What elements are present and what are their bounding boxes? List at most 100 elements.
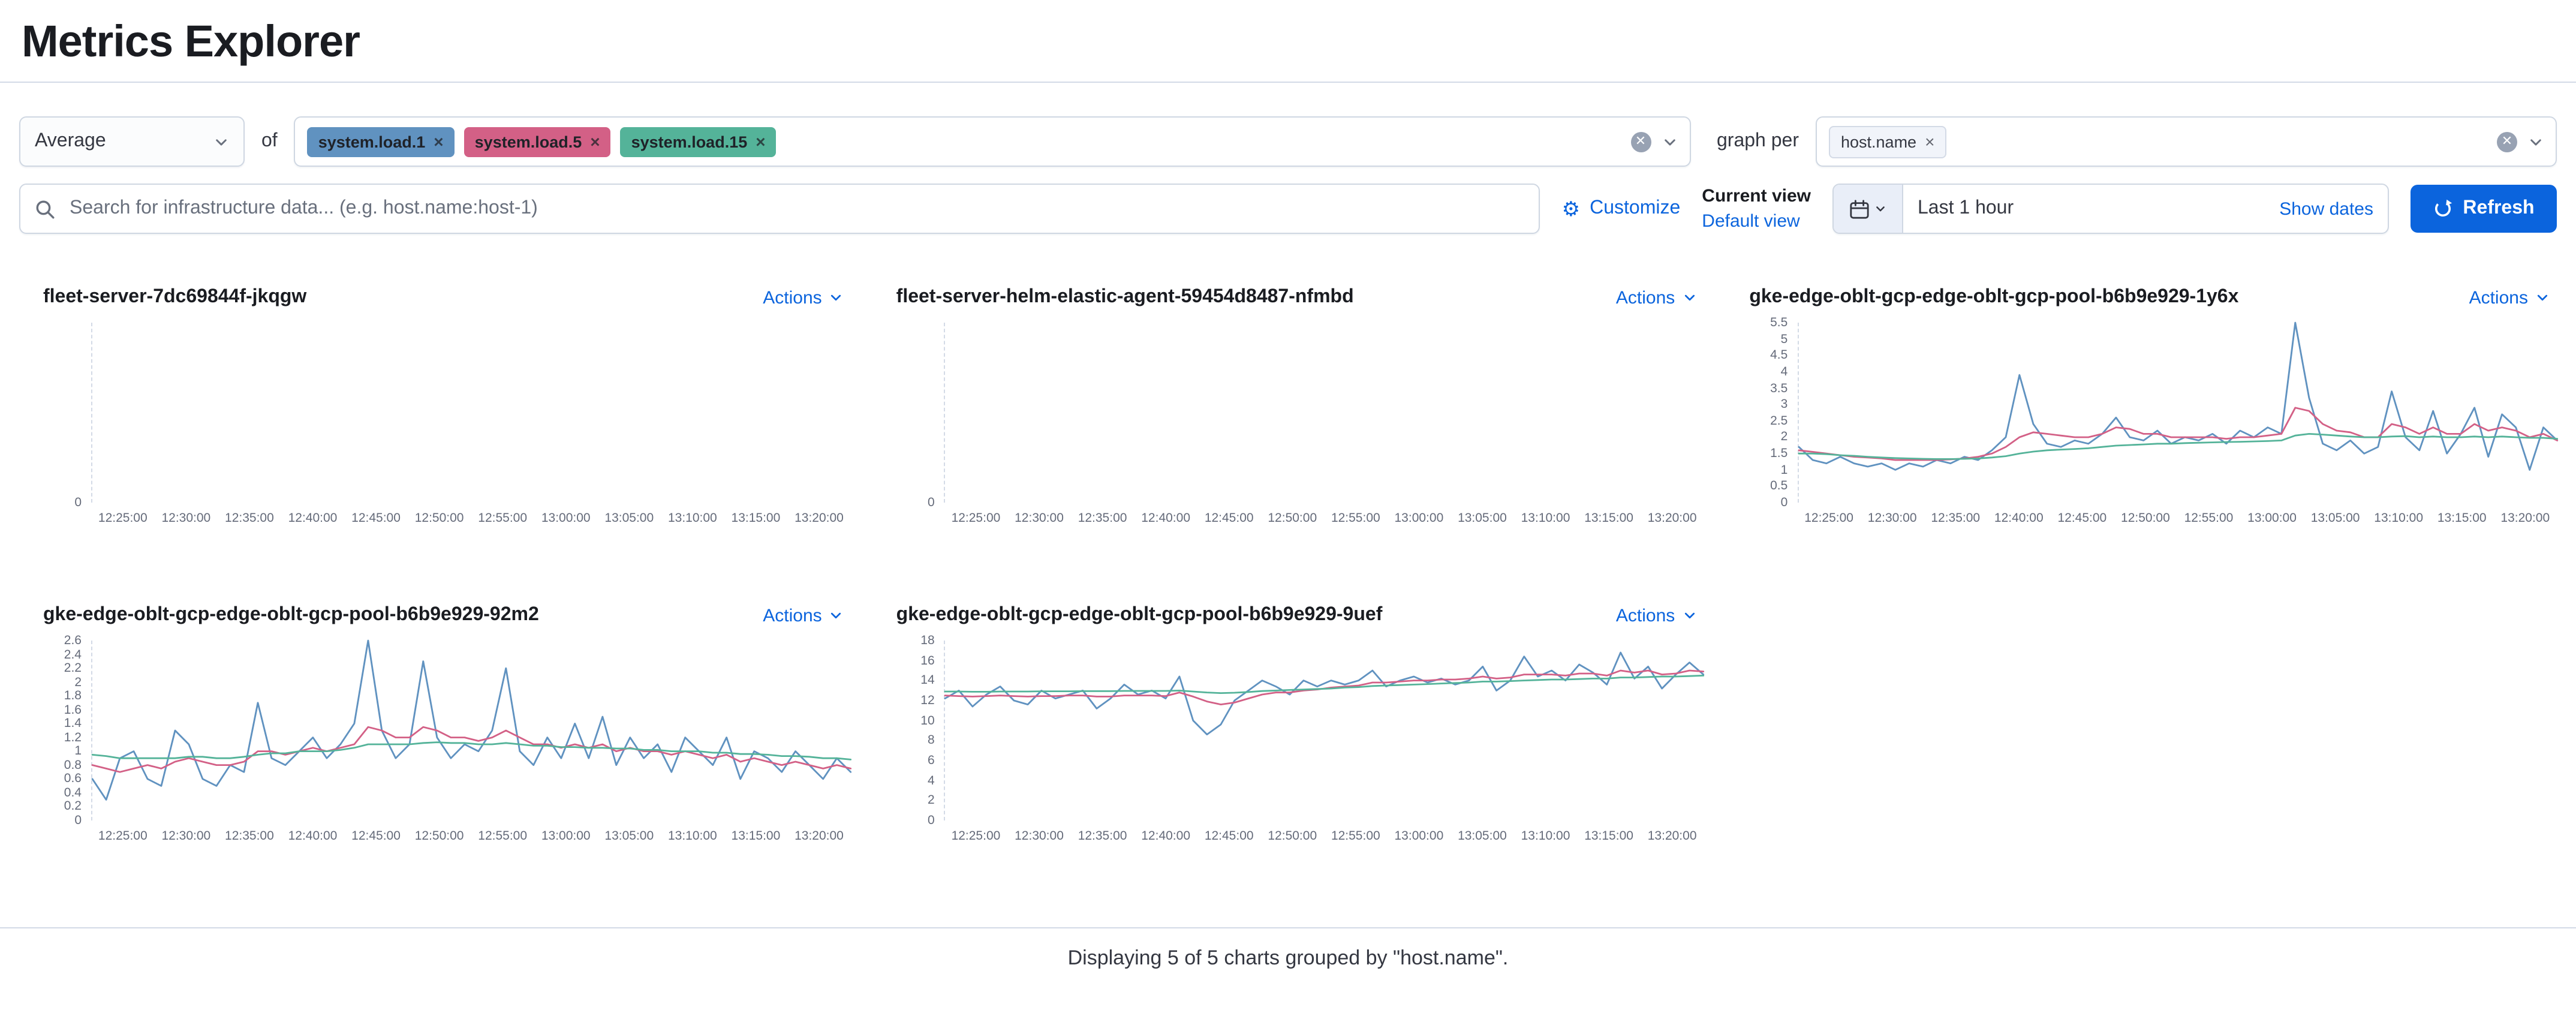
x-tick-label: 12:25:00 — [951, 829, 1001, 843]
date-quick-select-button[interactable] — [1834, 185, 1903, 233]
y-tick-label: 3 — [1780, 397, 1788, 412]
x-tick-label: 13:00:00 — [1394, 829, 1444, 843]
date-picker: Last 1 hour Show dates — [1832, 184, 2389, 234]
metric-pill[interactable]: system.load.15 × — [620, 127, 777, 157]
x-axis-labels: 12:25:00 12:30:00 12:35:00 12:40:00 12:45:00… — [944, 511, 1704, 525]
y-tick-label: 1.5 — [1770, 446, 1788, 461]
gear-icon: ⚙ — [1561, 197, 1581, 220]
remove-pill-icon[interactable]: × — [590, 132, 600, 151]
x-tick-label: 13:10:00 — [1521, 829, 1570, 843]
x-tick-label: 12:35:00 — [1078, 511, 1127, 525]
x-tick-label: 12:35:00 — [225, 511, 274, 525]
remove-pill-icon[interactable]: × — [434, 132, 444, 151]
aggregation-select[interactable]: Average — [19, 116, 245, 167]
chart-actions-label: Actions — [1615, 605, 1675, 626]
chart-body: 0 0.2 0.4 0.6 0.8 1 1.2 1.4 1.6 1.8 2 2.2 2.4 2.6 — [19, 633, 852, 828]
show-dates-link[interactable]: Show dates — [2279, 199, 2373, 219]
x-tick-label: 12:50:00 — [1268, 829, 1317, 843]
chart-plot — [944, 641, 1705, 820]
search-icon — [36, 200, 55, 218]
series-line-system.load.5 — [1797, 407, 2558, 461]
current-view-label: Current view — [1702, 186, 1811, 207]
aggregation-value: Average — [35, 131, 106, 151]
chevron-down-icon[interactable] — [1662, 134, 1677, 149]
x-tick-label: 12:25:00 — [951, 511, 1001, 525]
chevron-down-icon — [1684, 612, 1695, 619]
series-line-system.load.1 — [91, 639, 852, 801]
header-divider — [0, 82, 2576, 83]
customize-label: Customize — [1590, 198, 1681, 218]
chevron-down-icon[interactable] — [2528, 134, 2544, 149]
y-tick-label: 1.2 — [64, 730, 82, 745]
y-tick-label: 8 — [927, 733, 935, 748]
x-tick-label: 12:35:00 — [1078, 829, 1127, 843]
x-tick-label: 13:20:00 — [795, 511, 844, 525]
x-tick-label: 13:05:00 — [604, 829, 654, 843]
remove-pill-icon[interactable]: × — [1925, 132, 1935, 151]
series-line-system.load.1 — [1797, 321, 2558, 471]
x-tick-label: 12:50:00 — [2121, 511, 2170, 525]
group-by-pill[interactable]: host.name × — [1829, 125, 1947, 158]
chart-actions-button[interactable]: Actions — [763, 605, 843, 626]
chart-header: gke-edge-oblt-gcp-edge-oblt-gcp-pool-b6b… — [19, 605, 851, 626]
chart-header: gke-edge-oblt-gcp-edge-oblt-gcp-pool-b6b… — [1725, 287, 2557, 308]
chart-actions-button[interactable]: Actions — [763, 287, 843, 308]
x-tick-label: 12:50:00 — [414, 829, 464, 843]
y-tick-label: 0.8 — [64, 758, 82, 772]
x-tick-label: 12:40:00 — [1994, 511, 2044, 525]
series-line-system.load.1 — [944, 651, 1705, 736]
chart-actions-button[interactable]: Actions — [1616, 605, 1696, 626]
y-tick-label: 2.2 — [64, 661, 82, 676]
x-tick-label: 13:15:00 — [731, 829, 781, 843]
y-tick-label: 1.4 — [64, 716, 82, 731]
series-line-system.load.15 — [1797, 432, 2558, 460]
x-tick-label: 12:45:00 — [2057, 511, 2107, 525]
x-tick-label: 12:25:00 — [98, 829, 148, 843]
y-tick-label: 0.5 — [1770, 479, 1788, 494]
chart-plot — [91, 639, 852, 820]
customize-button[interactable]: ⚙ Customize — [1562, 198, 1681, 220]
series-line-system.load.15 — [944, 675, 1705, 694]
search-input[interactable] — [67, 197, 1525, 221]
metric-pill-label: system.load.5 — [474, 133, 582, 151]
x-tick-label: 13:10:00 — [2374, 511, 2424, 525]
metrics-combobox[interactable]: system.load.1 × system.load.5 × system.load.… — [294, 116, 1690, 167]
x-axis-labels: 12:25:00 12:30:00 12:35:00 12:40:00 12:45:00… — [1797, 511, 2557, 525]
chart-title: gke-edge-oblt-gcp-edge-oblt-gcp-pool-b6b… — [43, 605, 539, 625]
y-axis-labels: 0 — [896, 323, 944, 510]
metric-controls-row: Average of system.load.1 × system.load.5 × s… — [0, 116, 2576, 167]
x-tick-label: 12:30:00 — [161, 829, 211, 843]
chart-card: gke-edge-oblt-gcp-edge-oblt-gcp-pool-b6b… — [1725, 287, 2558, 525]
metric-pill[interactable]: system.load.1 × — [307, 127, 455, 157]
x-tick-label: 13:00:00 — [2247, 511, 2297, 525]
line-chart — [946, 323, 1704, 503]
chevron-down-icon — [216, 139, 227, 145]
refresh-button[interactable]: Refresh — [2411, 185, 2557, 233]
time-range-value[interactable]: Last 1 hour — [1918, 198, 2014, 218]
chevron-down-icon — [1684, 294, 1695, 301]
x-tick-label: 12:35:00 — [225, 829, 274, 843]
x-tick-label: 13:20:00 — [2500, 511, 2550, 525]
remove-pill-icon[interactable]: × — [756, 132, 766, 151]
y-tick-label: 1.8 — [64, 689, 82, 704]
chart-body: 0 — [872, 323, 1704, 510]
x-tick-label: 13:05:00 — [604, 511, 654, 525]
y-tick-label: 4 — [927, 773, 935, 788]
chart-header: gke-edge-oblt-gcp-edge-oblt-gcp-pool-b6b… — [872, 605, 1704, 626]
series-line-system.load.15 — [91, 741, 852, 760]
default-view-link[interactable]: Default view — [1702, 211, 1800, 231]
x-tick-label: 12:50:00 — [414, 511, 464, 525]
chart-actions-button[interactable]: Actions — [1616, 287, 1696, 308]
refresh-label: Refresh — [2463, 198, 2535, 218]
chart-actions-button[interactable]: Actions — [2469, 287, 2550, 308]
x-tick-label: 13:15:00 — [731, 511, 781, 525]
clear-metrics-icon[interactable]: ✕ — [1630, 131, 1651, 152]
clear-group-by-icon[interactable]: ✕ — [2497, 131, 2517, 152]
chart-plot — [944, 323, 1704, 503]
toolbar: Average of system.load.1 × system.load.5 × s… — [0, 116, 2576, 234]
y-tick-label: 2.5 — [1770, 413, 1788, 428]
chart-card: fleet-server-helm-elastic-agent-59454d84… — [872, 287, 1704, 525]
page-footer: Displaying 5 of 5 charts grouped by "hos… — [0, 927, 2576, 970]
group-by-combobox[interactable]: host.name × ✕ — [1816, 116, 2557, 167]
metric-pill[interactable]: system.load.5 × — [464, 127, 611, 157]
